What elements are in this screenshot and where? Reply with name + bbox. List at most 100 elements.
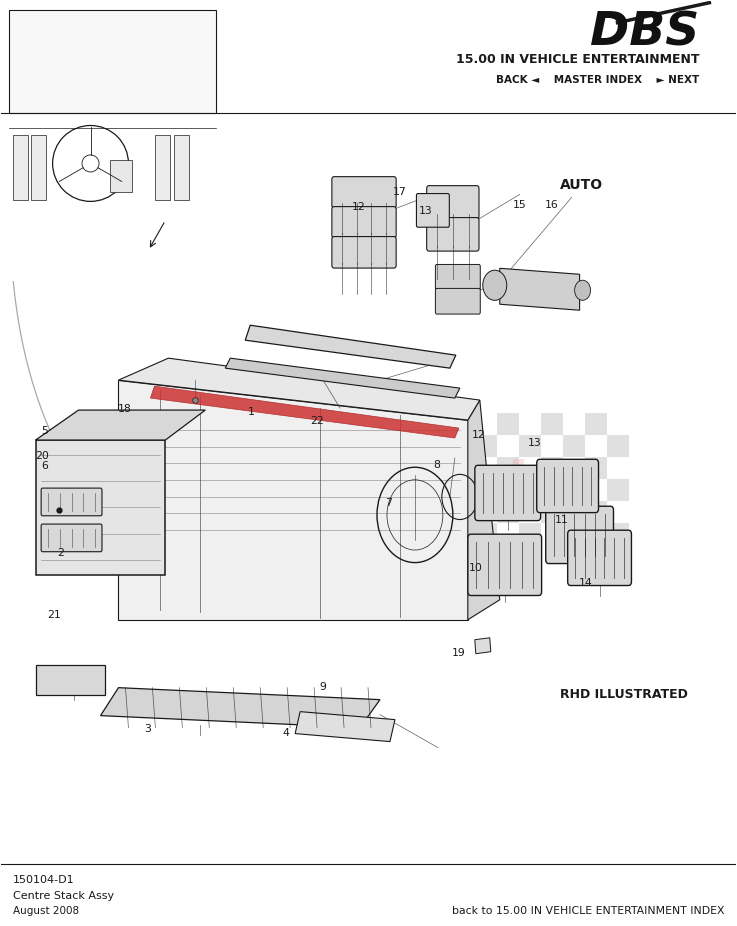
FancyBboxPatch shape <box>537 459 598 513</box>
Bar <box>541 479 562 501</box>
Bar <box>497 479 519 501</box>
Text: 15.00 IN VEHICLE ENTERTAINMENT: 15.00 IN VEHICLE ENTERTAINMENT <box>456 53 699 66</box>
Bar <box>519 479 541 501</box>
FancyBboxPatch shape <box>41 488 102 516</box>
Bar <box>519 523 541 544</box>
FancyBboxPatch shape <box>332 236 397 268</box>
Bar <box>497 501 519 523</box>
Bar <box>584 523 607 544</box>
Text: AUTO: AUTO <box>559 179 603 193</box>
Bar <box>519 457 541 479</box>
Text: 19: 19 <box>452 647 466 657</box>
Bar <box>541 413 562 435</box>
Bar <box>584 479 607 501</box>
Bar <box>584 457 607 479</box>
Bar <box>562 457 584 479</box>
Text: 1: 1 <box>248 407 254 417</box>
FancyBboxPatch shape <box>35 440 165 575</box>
Text: 150104-D1: 150104-D1 <box>13 875 74 885</box>
FancyBboxPatch shape <box>31 135 46 200</box>
Bar <box>519 413 541 435</box>
Polygon shape <box>500 269 579 310</box>
Text: RHD ILLUSTRATED: RHD ILLUSTRATED <box>559 688 688 701</box>
FancyBboxPatch shape <box>416 194 450 227</box>
FancyBboxPatch shape <box>427 185 479 219</box>
Bar <box>562 413 584 435</box>
Text: DBS: DBS <box>590 11 699 56</box>
Bar <box>562 501 584 523</box>
Circle shape <box>483 270 507 300</box>
FancyBboxPatch shape <box>427 218 479 251</box>
Bar <box>562 479 584 501</box>
Polygon shape <box>119 381 468 619</box>
Text: 5: 5 <box>41 426 48 435</box>
Bar <box>584 435 607 457</box>
Bar <box>475 457 497 479</box>
Bar <box>497 457 519 479</box>
Text: 4: 4 <box>283 728 290 738</box>
Polygon shape <box>35 410 206 440</box>
Bar <box>584 501 607 523</box>
Polygon shape <box>100 688 380 728</box>
Polygon shape <box>226 358 460 398</box>
Polygon shape <box>150 386 459 438</box>
Text: 10: 10 <box>469 563 483 573</box>
Text: 12: 12 <box>352 202 365 212</box>
Bar <box>519 501 541 523</box>
Bar <box>497 523 519 544</box>
Text: 6: 6 <box>41 461 48 470</box>
FancyBboxPatch shape <box>567 531 632 585</box>
Text: 13: 13 <box>528 438 542 447</box>
Bar <box>562 523 584 544</box>
FancyBboxPatch shape <box>436 288 481 314</box>
FancyBboxPatch shape <box>41 524 102 552</box>
Bar <box>607 457 629 479</box>
Text: August 2008: August 2008 <box>13 907 79 917</box>
Text: 3: 3 <box>144 724 151 734</box>
FancyBboxPatch shape <box>35 665 105 694</box>
Bar <box>541 457 562 479</box>
Polygon shape <box>468 400 500 619</box>
Text: 12: 12 <box>472 431 486 440</box>
Text: 18: 18 <box>117 405 131 414</box>
Bar <box>584 413 607 435</box>
Bar <box>541 435 562 457</box>
FancyBboxPatch shape <box>475 465 541 520</box>
Text: 11: 11 <box>554 516 568 525</box>
Bar <box>519 435 541 457</box>
FancyBboxPatch shape <box>332 206 397 238</box>
Text: scuderia: scuderia <box>260 459 567 521</box>
Polygon shape <box>295 711 395 742</box>
FancyBboxPatch shape <box>9 9 216 113</box>
Bar <box>497 413 519 435</box>
Polygon shape <box>245 325 456 369</box>
Text: 20: 20 <box>35 451 49 460</box>
FancyBboxPatch shape <box>436 265 481 290</box>
Bar <box>607 501 629 523</box>
Bar <box>475 413 497 435</box>
Text: 17: 17 <box>394 187 407 197</box>
Bar <box>607 435 629 457</box>
FancyBboxPatch shape <box>545 507 613 564</box>
Bar <box>562 435 584 457</box>
Bar <box>475 479 497 501</box>
FancyBboxPatch shape <box>175 135 189 200</box>
Bar <box>607 479 629 501</box>
Polygon shape <box>119 358 480 420</box>
FancyBboxPatch shape <box>13 135 28 200</box>
FancyBboxPatch shape <box>332 177 397 208</box>
Polygon shape <box>475 638 491 654</box>
Text: 2: 2 <box>57 547 64 557</box>
Text: 22: 22 <box>310 417 324 426</box>
Text: 21: 21 <box>47 609 61 619</box>
Text: BACK ◄    MASTER INDEX    ► NEXT: BACK ◄ MASTER INDEX ► NEXT <box>496 75 699 84</box>
Text: back to 15.00 IN VEHICLE ENTERTAINMENT INDEX: back to 15.00 IN VEHICLE ENTERTAINMENT I… <box>452 907 724 917</box>
Bar <box>475 523 497 544</box>
Text: 13: 13 <box>419 206 433 216</box>
Bar <box>497 435 519 457</box>
Bar <box>475 501 497 523</box>
Text: 8: 8 <box>433 460 440 469</box>
Text: 9: 9 <box>319 682 326 692</box>
Bar <box>541 523 562 544</box>
Bar <box>607 523 629 544</box>
